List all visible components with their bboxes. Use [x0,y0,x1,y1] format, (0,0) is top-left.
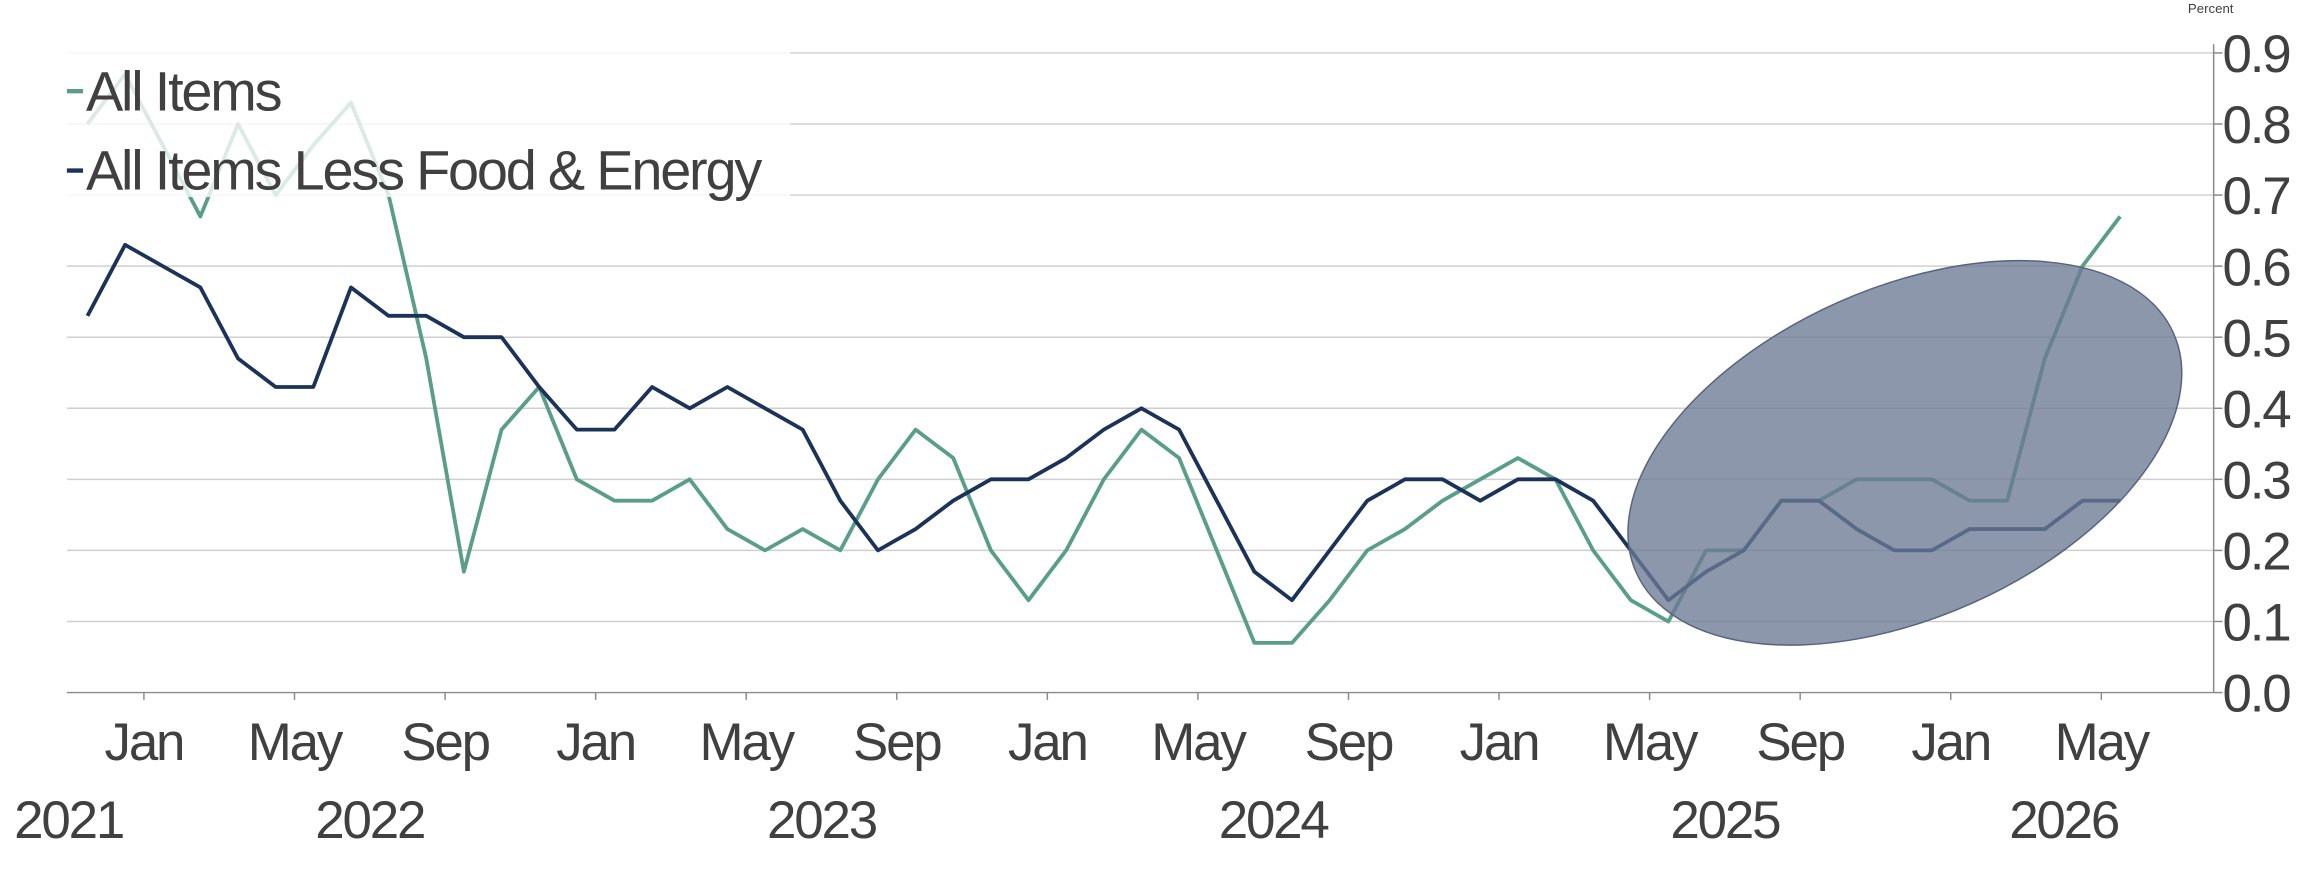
x-tick-label: May [700,713,796,772]
x-tick-label: Jan [1460,713,1539,772]
x-year-label: 2022 [315,791,424,850]
y-tick-label: 0.3 [2222,451,2290,510]
y-tick-label: 0.2 [2222,523,2289,582]
x-year-label: 2024 [1219,791,1329,850]
x-tick-label: May [248,713,344,772]
x-tick-label: Jan [1008,713,1087,772]
y-axis-label: Percent [2188,1,2234,16]
x-year-label: 2023 [767,791,877,850]
x-tick-label: Jan [556,713,635,772]
highlight-ellipse [1627,259,2183,646]
x-tick-label: May [1603,713,1699,772]
y-tick-label: 0.9 [2222,25,2289,84]
y-tick-label: 0.7 [2222,167,2289,226]
x-tick-label: Sep [853,713,941,772]
legend-box [59,49,791,198]
x-tick-label: Jan [105,713,184,772]
y-tick-label: 0.5 [2222,309,2290,368]
x-tick-label: Sep [401,713,489,772]
x-tick-label: Sep [1756,713,1844,772]
x-year-label: 2025 [1670,791,1780,850]
y-tick-label: 0.6 [2222,238,2290,297]
y-tick-label: 0.4 [2222,380,2290,439]
x-year-label: 2026 [2009,791,2119,850]
y-tick-label: 0.8 [2222,96,2290,155]
x-year-label: 2021 [14,791,123,850]
x-tick-label: Jan [1911,713,1990,772]
legend-label: All Items [86,59,281,122]
y-tick-label: 0.0 [2222,665,2290,724]
x-tick-label: May [1151,713,1247,772]
x-tick-label: Sep [1305,713,1393,772]
y-tick-label: 0.1 [2222,594,2289,653]
legend-label: All Items Less Food & Energy [86,139,762,202]
x-tick-label: May [2055,713,2151,772]
